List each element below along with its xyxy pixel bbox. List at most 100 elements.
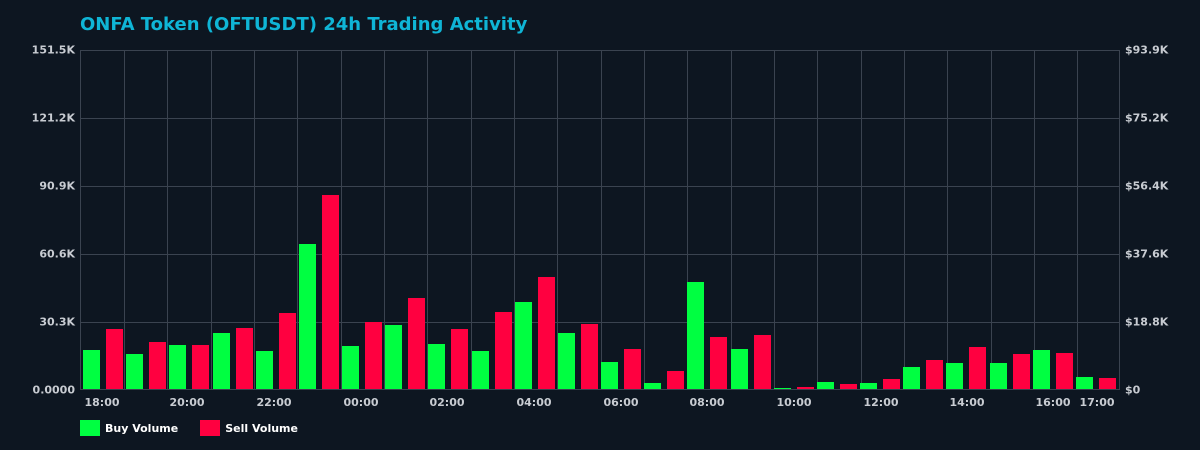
x-tick: 02:00 [429,396,465,409]
buy-volume-bar[interactable] [255,351,273,389]
buy-volume-bar[interactable] [83,350,100,389]
v-gridline [557,51,558,389]
v-gridline [427,51,428,389]
v-gridline [341,51,342,389]
legend-item-sell[interactable]: Sell Volume [200,420,298,436]
y-tick-right: $0 [1125,383,1141,397]
v-gridline [601,51,602,389]
v-gridline [774,51,775,389]
h-gridline [81,254,1119,255]
buy-volume-bar[interactable] [687,281,705,389]
sell-volume-bar[interactable] [365,322,382,389]
buy-volume-bar[interactable] [989,363,1007,389]
buy-volume-bar[interactable] [514,302,532,389]
y-tick-left: 151.5K [31,43,75,57]
v-gridline [861,51,862,389]
legend: Buy Volume Sell Volume [80,420,320,436]
sell-volume-bar[interactable] [580,324,598,389]
v-gridline [731,51,732,389]
y-tick-right: $18.8K [1125,315,1169,329]
sell-volume-bar[interactable] [408,298,426,389]
v-gridline [1077,51,1078,389]
buy-volume-bar[interactable] [946,363,964,389]
sell-volume-bar[interactable] [1012,354,1030,389]
x-tick: 20:00 [169,396,205,409]
buy-volume-bar[interactable] [601,362,618,389]
sell-volume-bar[interactable] [624,349,641,389]
x-tick: 08:00 [689,396,725,409]
buy-volume-bar[interactable] [860,382,877,389]
sell-volume-bar[interactable] [839,384,857,389]
sell-volume-bar[interactable] [753,335,771,389]
sell-volume-bar[interactable] [667,371,685,389]
x-tick: 06:00 [603,396,639,409]
y-tick-right: $56.4K [1125,179,1169,193]
y-tick-right: $93.9K [1125,43,1169,57]
chart-title: ONFA Token (OFTUSDT) 24h Trading Activit… [80,14,528,35]
v-gridline [124,51,125,389]
buy-swatch-icon [80,420,100,436]
buy-volume-bar[interactable] [212,333,230,389]
sell-volume-bar[interactable] [796,387,814,389]
buy-volume-bar[interactable] [1075,377,1093,389]
x-tick: 18:00 [84,396,120,409]
sell-volume-bar[interactable] [926,360,944,389]
sell-volume-bar[interactable] [883,378,900,389]
y-tick-left: 121.2K [31,111,75,125]
sell-volume-bar[interactable] [321,195,339,389]
v-gridline [514,51,515,389]
y-tick-left: 30.3K [39,315,75,329]
v-gridline [254,51,255,389]
x-tick: 22:00 [256,396,292,409]
v-gridline [384,51,385,389]
v-gridline [167,51,168,389]
y-tick-left: 90.9K [39,179,75,193]
sell-volume-bar[interactable] [494,312,512,389]
x-tick: 14:00 [949,396,985,409]
sell-volume-bar[interactable] [106,329,123,389]
x-tick: 04:00 [516,396,552,409]
y-tick-left: 60.6K [39,247,75,261]
buy-volume-bar[interactable] [644,382,662,389]
buy-volume-bar[interactable] [471,351,489,389]
sell-volume-bar[interactable] [537,276,555,389]
buy-volume-bar[interactable] [1032,350,1050,389]
h-gridline [81,322,1119,323]
y-tick-right: $37.6K [1125,247,1169,261]
buy-volume-bar[interactable] [342,346,359,389]
sell-volume-bar[interactable] [1055,353,1073,389]
buy-volume-bar[interactable] [298,243,316,389]
v-gridline [297,51,298,389]
buy-volume-bar[interactable] [773,387,791,389]
buy-volume-bar[interactable] [385,325,403,389]
sell-volume-bar[interactable] [192,345,210,389]
buy-volume-bar[interactable] [428,344,446,389]
plot-area [80,50,1120,390]
y-tick-right: $75.2K [1125,111,1169,125]
buy-volume-bar[interactable] [126,354,144,389]
sell-volume-bar[interactable] [710,337,728,389]
buy-volume-bar[interactable] [557,333,575,389]
sell-volume-bar[interactable] [1098,378,1116,389]
v-gridline [991,51,992,389]
sell-swatch-icon [200,420,221,436]
x-tick: 00:00 [343,396,379,409]
buy-volume-bar[interactable] [730,349,748,389]
legend-label-sell: Sell Volume [225,421,298,435]
x-tick: 17:00 [1079,396,1115,409]
legend-item-buy[interactable]: Buy Volume [80,420,178,436]
v-gridline [471,51,472,389]
v-gridline [817,51,818,389]
buy-volume-bar[interactable] [903,367,921,389]
sell-volume-bar[interactable] [278,313,296,389]
sell-volume-bar[interactable] [235,328,253,389]
h-gridline [81,186,1119,187]
legend-label-buy: Buy Volume [105,421,179,435]
sell-volume-bar[interactable] [969,347,987,389]
y-tick-left: 0.0000 [32,383,75,397]
v-gridline [211,51,212,389]
sell-volume-bar[interactable] [451,329,469,389]
buy-volume-bar[interactable] [816,382,834,389]
sell-volume-bar[interactable] [149,342,167,389]
buy-volume-bar[interactable] [169,345,187,389]
